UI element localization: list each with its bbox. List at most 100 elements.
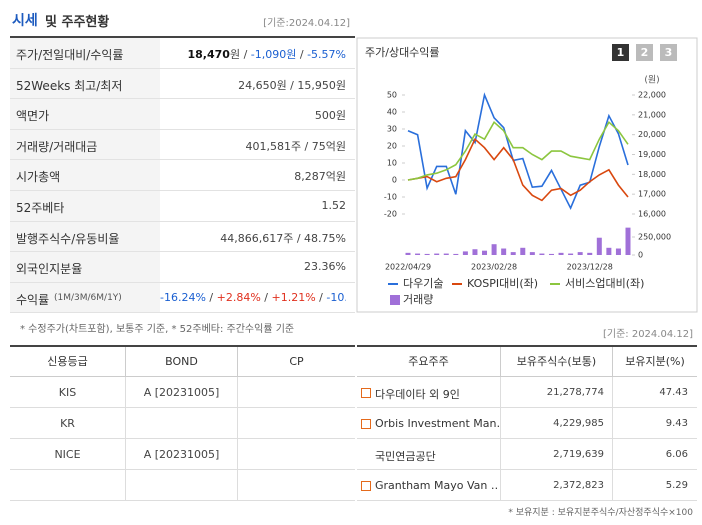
empty-cell	[237, 408, 355, 439]
row-bg	[10, 160, 160, 191]
header-cell: 보유주식수(보통)	[500, 347, 612, 377]
volume-bar	[462, 251, 468, 255]
row-line	[160, 220, 355, 222]
row-line	[160, 190, 355, 191]
volume-bar	[415, 253, 421, 255]
cell-box	[612, 470, 697, 501]
cell-box	[500, 408, 612, 439]
y-tick-label: 30	[387, 125, 397, 134]
volume-bar	[443, 253, 449, 255]
date: [기준: 2024.04.12]	[602, 329, 693, 340]
expand-button[interactable]	[361, 388, 371, 398]
y3-tick-label: 0	[638, 251, 643, 260]
y2-tick-label: 19,000	[638, 150, 666, 159]
y-tick-label: 20	[387, 142, 397, 151]
volume-bar	[548, 253, 554, 255]
chart-frame	[356, 37, 698, 313]
tab-button[interactable]	[660, 44, 677, 61]
row-bg	[10, 68, 160, 100]
value-part: 원 /	[229, 48, 251, 61]
title-b: 및 주주현황	[45, 15, 110, 30]
value-part: 8,287억원	[294, 170, 346, 184]
x-tick-label: 2022/04/29	[385, 263, 431, 272]
row-line	[160, 98, 355, 100]
volume-bar	[568, 253, 574, 255]
row-label: 수익률	[16, 292, 50, 307]
volume-bar	[625, 227, 631, 255]
cell: KR	[10, 408, 125, 439]
title-a: 시세	[12, 13, 38, 29]
row-value: 18,470원 / -1,090원 / -5.57%	[160, 46, 347, 62]
row-value: -16.24% / +2.84% / +1.21% / -10.56%	[160, 291, 346, 304]
y2-tick-label: 21,000	[638, 110, 666, 119]
holder-pct: 9.43	[665, 418, 688, 429]
y-tick-label: 50	[387, 91, 397, 100]
volume-bar	[501, 248, 507, 255]
row-label: 시가총액	[16, 170, 61, 185]
cell: NICE	[10, 439, 125, 470]
holder-name: 다우데이타 외 9인	[375, 388, 460, 401]
value-part: +2.84%	[216, 290, 261, 304]
volume-bar	[491, 244, 497, 255]
row-value: 23.36%	[160, 260, 346, 273]
row-label: 주가/전일대비/수익률	[16, 48, 124, 62]
row-value: 24,650원 / 15,950원	[160, 77, 346, 93]
value-part: 1.52	[321, 199, 347, 212]
legend-label: 서비스업대비(좌)	[565, 277, 644, 290]
value-part: +1.21%	[271, 290, 316, 304]
cell: A [20231005]	[125, 439, 237, 470]
empty-cell	[10, 470, 125, 501]
row-bg	[10, 252, 160, 283]
volume-bar	[529, 252, 535, 255]
y2-tick-label: 16,000	[638, 210, 666, 219]
holder-name: 국민연금공단	[375, 450, 436, 463]
row-line	[160, 312, 355, 314]
holder-name: Grantham Mayo Van …	[375, 479, 499, 492]
expand-button[interactable]	[361, 481, 371, 491]
row-line	[160, 251, 355, 253]
volume-bar	[539, 253, 545, 255]
y2-tick-label: 22,000	[638, 91, 666, 100]
row-label: 거래량/거래대금	[16, 139, 98, 154]
holder-shares: 2,719,639	[553, 449, 604, 460]
header-cell: 주요주주	[357, 347, 500, 377]
row-line	[160, 159, 355, 161]
tab-button[interactable]	[612, 44, 629, 61]
value-part: 18,470	[187, 48, 230, 61]
value-part: /	[260, 290, 272, 304]
volume-bar	[453, 253, 459, 255]
volume-bar	[472, 249, 478, 255]
note: * 수정주가(차트포함), 보통주 기준, * 52주베타: 주간수익률 기준	[20, 324, 295, 335]
volume-bar	[606, 247, 612, 255]
row-label: 발행주식수/유동비율	[16, 231, 120, 246]
row-line	[160, 281, 355, 283]
tab-button-label: 3	[665, 46, 673, 59]
y2-unit: (원)	[644, 75, 659, 86]
value-part: -1,090원	[250, 48, 297, 61]
y-tick-label: 10	[387, 159, 397, 168]
note: * 보유지분 : 보유지분주식수/자산정주식수×100	[508, 508, 693, 518]
expand-button[interactable]	[361, 419, 371, 429]
legend-swatch	[390, 295, 400, 305]
cell-box	[612, 439, 697, 470]
empty-cell	[125, 470, 237, 501]
volume-bar	[520, 247, 526, 255]
header-cell: CP	[237, 347, 355, 377]
cell-box	[500, 470, 612, 501]
row-bg	[10, 129, 160, 161]
empty-cell	[125, 408, 237, 439]
value-part: 24,650원 / 15,950원	[238, 78, 346, 92]
tab-button[interactable]	[636, 44, 653, 61]
y-tick-label: -20	[384, 210, 397, 219]
row-value: 1.52	[160, 199, 347, 212]
row-bg	[10, 191, 160, 222]
value-part: -5.57%	[307, 48, 346, 61]
cell-box	[500, 439, 612, 470]
tab-button-label: 1	[617, 46, 625, 59]
row-label: 액면가	[16, 109, 50, 124]
holder-shares: 2,372,823	[553, 480, 604, 491]
holder-pct: 5.29	[665, 480, 688, 491]
y-tick-label: 40	[387, 108, 397, 117]
row-value: 500원	[160, 107, 346, 123]
